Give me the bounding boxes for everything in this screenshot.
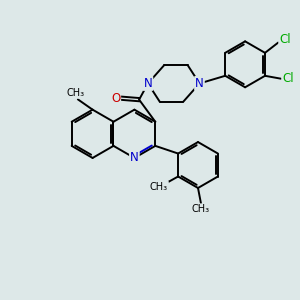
Text: N: N	[144, 77, 152, 90]
Text: N: N	[195, 77, 204, 90]
Text: CH₃: CH₃	[66, 88, 85, 98]
Text: CH₃: CH₃	[150, 182, 168, 192]
Text: Cl: Cl	[282, 72, 294, 85]
Text: N: N	[130, 152, 139, 164]
Text: Cl: Cl	[279, 33, 291, 46]
Text: CH₃: CH₃	[192, 204, 210, 214]
Text: O: O	[111, 92, 120, 105]
